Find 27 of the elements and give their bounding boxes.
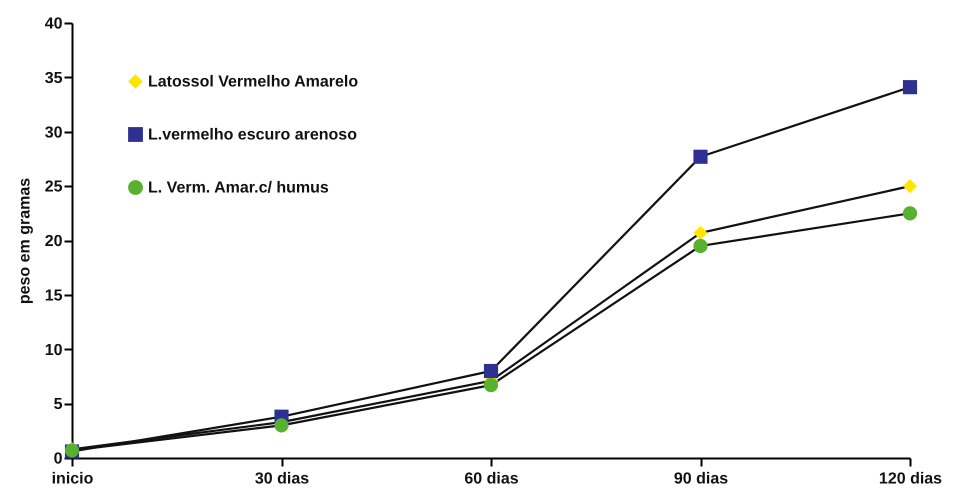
y-tick-label: 40 xyxy=(44,16,63,32)
point xyxy=(902,80,918,94)
x-tick-label: inicio xyxy=(52,470,94,488)
point xyxy=(693,150,708,164)
point xyxy=(902,179,918,194)
legend-label: Latossol Vermelho Amarelo xyxy=(148,74,358,90)
point xyxy=(274,418,289,432)
y-tick-label: 5 xyxy=(54,396,63,414)
y-tick-label: 20 xyxy=(44,233,63,250)
y-tick-label: 30 xyxy=(44,124,63,142)
point xyxy=(693,238,708,253)
y-tick-label: 35 xyxy=(44,70,63,87)
x-tick-label: 60 dias xyxy=(464,470,519,488)
point xyxy=(484,364,498,378)
x-tick-label: 30 dias xyxy=(254,470,310,488)
point xyxy=(484,378,498,392)
point xyxy=(693,226,708,240)
y-tick-label: 10 xyxy=(44,342,63,359)
point xyxy=(902,206,918,220)
y-tick-label: 15 xyxy=(44,287,63,304)
legend-label: L.vermelho escuro arenoso xyxy=(148,126,358,144)
y-axis-title: peso em gramas xyxy=(16,178,34,304)
x-tick-label: 90 dias xyxy=(674,470,728,488)
x-tick-label: 120 dias xyxy=(878,470,942,488)
legend-label: L. Verm. Amar.c/ humus xyxy=(148,180,329,196)
y-tick-label: 0 xyxy=(54,450,63,468)
y-tick-label: 25 xyxy=(44,178,63,196)
